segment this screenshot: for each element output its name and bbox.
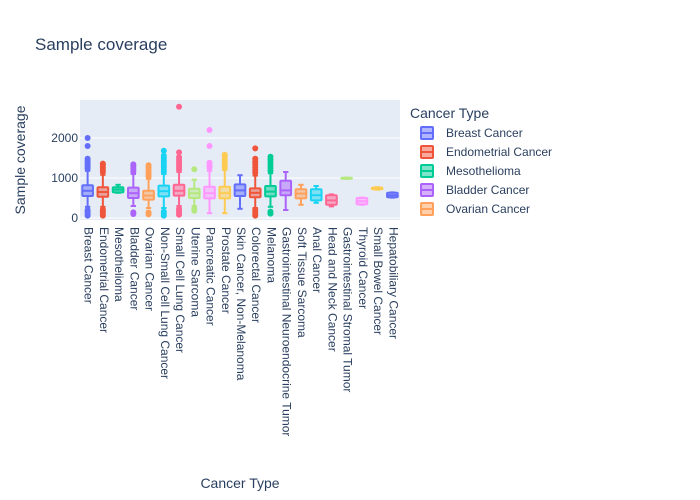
outlier-point [176, 149, 183, 156]
x-tick-label: Thyroid Cancer [356, 227, 370, 309]
legend-label: Ovarian Cancer [446, 202, 530, 216]
outlier-point [267, 153, 274, 160]
outlier-point [191, 205, 198, 212]
x-tick-label: Soft Tissue Sarcoma [295, 227, 309, 338]
x-tick-label: Endometrial Cancer [97, 227, 111, 333]
outlier-point [160, 147, 167, 154]
x-tick-label: Prostate Cancer [219, 227, 233, 314]
box-ovarian-cancer[interactable] [142, 162, 155, 218]
outlier-point [130, 209, 137, 216]
box-non-small-cell-lung-cancer[interactable] [157, 147, 171, 219]
outlier-point [206, 127, 213, 133]
box-hepatobiliary-cancer[interactable] [386, 191, 399, 199]
outlier-point [191, 166, 198, 173]
outlier-point [221, 151, 228, 158]
box-gastrointestinal-neuroendocrine-tumor[interactable] [279, 171, 293, 211]
outlier-point [252, 206, 259, 213]
x-tick-label: Small Bowel Cancer [371, 227, 385, 335]
x-tick-label: Breast Cancer [82, 227, 96, 304]
legend-label: Mesothelioma [446, 164, 521, 178]
y-tick-label: 0 [71, 211, 78, 225]
x-tick-label: Non-Small Cell Lung Cancer [158, 227, 172, 379]
outlier-point [84, 155, 91, 162]
outlier-point [267, 208, 274, 215]
outlier-point [160, 208, 167, 215]
legend-item-breast-cancer[interactable]: Breast Cancer [420, 126, 523, 140]
outlier-point [145, 162, 152, 169]
outlier-point [252, 155, 259, 162]
x-tick-label: Gastrointestinal Stromal Tumor [341, 227, 355, 392]
box-series-group[interactable] [81, 103, 399, 219]
y-axis-ticks: 0 1000 2000 [51, 131, 78, 225]
legend-label: Breast Cancer [446, 126, 523, 140]
outlier-point [84, 207, 91, 213]
box-pancreatic-cancer[interactable] [203, 127, 216, 215]
box-prostate-cancer[interactable] [218, 151, 232, 215]
y-tick-label: 2000 [51, 131, 78, 145]
outlier-point [206, 159, 213, 166]
box-mesothelioma[interactable] [111, 183, 125, 194]
outlier-point [84, 143, 91, 149]
outlier-point [176, 103, 183, 110]
x-tick-label: Uterine Sarcoma [188, 227, 202, 317]
outlier-point [176, 205, 183, 212]
outlier-point [160, 152, 167, 159]
legend-item-ovarian-cancer[interactable]: Ovarian Cancer [420, 202, 530, 216]
legend-label: Bladder Cancer [446, 183, 529, 197]
legend-label: Endometrial Cancer [446, 145, 552, 159]
box-head-and-neck-cancer[interactable] [325, 193, 338, 208]
box-thyroid-cancer[interactable] [355, 196, 369, 206]
x-tick-label: Colorectal Cancer [249, 227, 263, 323]
box-gastrointestinal-stromal-tumor[interactable] [340, 176, 354, 180]
x-tick-label: Gastrointestinal Neuroendocrine Tumor [280, 227, 294, 436]
box-iqr [279, 179, 293, 197]
x-tick-label: Pancreatic Cancer [204, 227, 218, 326]
box-soft-tissue-sarcoma[interactable] [294, 183, 308, 206]
box-breast-cancer[interactable] [81, 135, 94, 219]
legend-title: Cancer Type [410, 105, 489, 121]
box-endometrial-cancer[interactable] [96, 160, 110, 219]
box-bladder-cancer[interactable] [127, 161, 140, 217]
box-small-cell-lung-cancer[interactable] [172, 103, 186, 218]
x-tick-label: Hepatobiliary Cancer [386, 227, 400, 339]
legend-item-mesothelioma[interactable]: Mesothelioma [420, 164, 521, 178]
outlier-point [206, 143, 213, 149]
box-colorectal-cancer[interactable] [248, 145, 262, 219]
x-tick-label: Mesothelioma [112, 227, 126, 302]
chart-title: Sample coverage [35, 35, 167, 54]
box-melanoma[interactable] [264, 153, 277, 217]
outlier-point [130, 161, 137, 168]
outlier-point [252, 145, 259, 152]
x-tick-label: Bladder Cancer [127, 227, 141, 310]
box-anal-cancer[interactable] [309, 185, 323, 204]
x-tick-label: Head and Neck Cancer [325, 227, 339, 352]
box-small-bowel-cancer[interactable] [370, 186, 384, 191]
box-skin-cancer-non-melanoma[interactable] [233, 174, 247, 210]
outlier-point [84, 135, 91, 141]
box-uterine-sarcoma[interactable] [187, 166, 201, 214]
x-axis-title: Cancer Type [200, 475, 279, 491]
outlier-point [99, 206, 106, 213]
legend-item-bladder-cancer[interactable]: Bladder Cancer [420, 183, 529, 197]
x-tick-label: Small Cell Lung Cancer [173, 227, 187, 353]
x-tick-label: Melanoma [264, 227, 278, 283]
outlier-point [145, 209, 152, 216]
legend-item-endometrial-cancer[interactable]: Endometrial Cancer [420, 145, 552, 159]
x-tick-label: Ovarian Cancer [143, 227, 157, 311]
outlier-point [176, 154, 183, 161]
y-axis-title: Sample coverage [12, 105, 28, 214]
x-tick-label: Skin Cancer, Non-Melanoma [234, 227, 248, 381]
x-axis-ticks: Breast Cancer Endometrial Cancer Mesotheli… [82, 227, 401, 436]
legend[interactable]: Cancer Type Breast Cancer Endometrial Can… [410, 105, 552, 216]
x-tick-label: Anal Cancer [310, 227, 324, 293]
y-tick-label: 1000 [51, 171, 78, 185]
outlier-point [99, 160, 106, 167]
